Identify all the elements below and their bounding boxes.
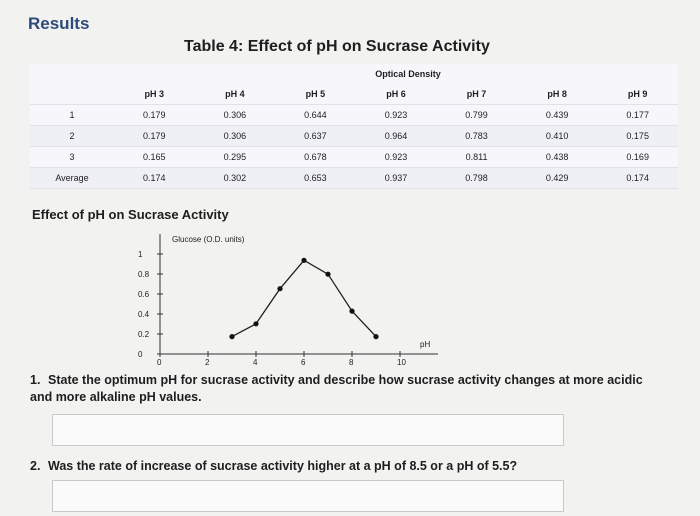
x-tick-label: 8 xyxy=(349,358,354,367)
table-cell: 0.306 xyxy=(194,125,276,147)
table-cell: 0.429 xyxy=(516,167,598,189)
answer-field-1[interactable] xyxy=(52,414,564,446)
table-cell: 0.798 xyxy=(436,167,517,189)
table-cell: 0.175 xyxy=(597,125,678,147)
table-cell: 0.923 xyxy=(355,146,437,168)
x-tick-label: 10 xyxy=(397,358,406,367)
y-tick-label: 0 xyxy=(138,350,143,359)
table-cell: 0.306 xyxy=(194,104,276,126)
table-row-average: Average 0.174 0.302 0.653 0.937 0.798 0.… xyxy=(30,167,678,189)
table-cell: 0.799 xyxy=(436,104,517,126)
table-cell: 0.678 xyxy=(275,146,356,168)
question-number: 1. xyxy=(30,373,41,387)
data-table: pH 3 pH 4 pH 5 pH 6 pH 7 pH 8 pH 9 1 0.1… xyxy=(30,84,678,189)
x-tick-label: 0 xyxy=(157,358,162,367)
data-point xyxy=(325,271,331,277)
table-cell: 0.811 xyxy=(436,146,517,168)
table-cell: 0.438 xyxy=(516,146,598,168)
table-cell: 0.179 xyxy=(114,104,195,126)
chart-ticks: 00.20.40.60.810 2 4 6 8 10 xyxy=(138,250,406,367)
column-header: pH 8 xyxy=(516,84,598,105)
y-tick-label: 0.2 xyxy=(138,330,150,339)
column-header: pH 6 xyxy=(355,84,437,105)
table-cell: 0.783 xyxy=(436,125,517,147)
data-points xyxy=(229,257,379,340)
data-point xyxy=(277,286,283,292)
optical-density-header-row: Optical Density xyxy=(30,64,678,84)
data-point xyxy=(253,321,259,327)
column-header-row: pH 3 pH 4 pH 5 pH 6 pH 7 pH 8 pH 9 xyxy=(30,84,678,105)
table-cell: 0.964 xyxy=(355,125,437,147)
series-line xyxy=(231,259,377,338)
data-point xyxy=(229,334,235,340)
table-cell: 0.174 xyxy=(597,167,678,189)
x-tick-label: 6 xyxy=(301,358,306,367)
column-header: pH 4 xyxy=(194,84,276,105)
table-cell: 0.165 xyxy=(114,146,195,168)
table-cell: 0.177 xyxy=(597,104,678,126)
table-cell: 0.637 xyxy=(275,125,356,147)
question-text: State the optimum pH for sucrase activit… xyxy=(30,373,643,404)
table-row: 2 0.179 0.306 0.637 0.964 0.783 0.410 0.… xyxy=(30,125,678,147)
row-label: 1 xyxy=(30,104,114,126)
table-cell: 0.937 xyxy=(355,167,437,189)
chart-axes xyxy=(159,234,438,355)
column-header: pH 9 xyxy=(597,84,678,105)
section-heading: Results xyxy=(28,14,90,33)
table-cell: 0.179 xyxy=(114,125,195,147)
y-axis-label: Glucose (O.D. units) xyxy=(172,235,245,244)
data-point xyxy=(301,257,307,263)
table-row: 3 0.165 0.295 0.678 0.923 0.811 0.438 0.… xyxy=(30,146,678,168)
table-cell: 0.439 xyxy=(516,104,598,126)
table-cell: 0.653 xyxy=(275,167,356,189)
question-text: Was the rate of increase of sucrase acti… xyxy=(48,459,518,473)
results-table: Optical Density pH 3 pH 4 pH 5 pH 6 pH 7… xyxy=(30,64,678,189)
y-tick-label: 0.6 xyxy=(138,290,150,299)
column-header: pH 5 xyxy=(275,84,356,105)
row-label: Average xyxy=(30,167,114,189)
row-label-header xyxy=(30,84,114,105)
row-label: 3 xyxy=(30,146,114,168)
question-1: 1. State the optimum pH for sucrase activ… xyxy=(30,372,660,406)
answer-field-2[interactable] xyxy=(52,480,564,512)
table-cell: 0.295 xyxy=(194,146,276,168)
x-tick-label: 4 xyxy=(253,358,258,367)
question-number: 2. xyxy=(30,459,41,473)
y-tick-label: 0.4 xyxy=(138,310,150,319)
y-tick-label: 0.8 xyxy=(138,270,150,279)
data-point xyxy=(349,308,355,314)
column-header: pH 3 xyxy=(114,84,195,105)
x-tick-label: 2 xyxy=(205,358,210,367)
row-label: 2 xyxy=(30,125,114,147)
ph-activity-chart: 00.20.40.60.810 2 4 6 8 10 Glucose (O.D. unit… xyxy=(138,234,438,367)
optical-density-header: Optical Density xyxy=(375,69,441,79)
table-cell: 0.644 xyxy=(275,104,356,126)
table-cell: 0.302 xyxy=(194,167,276,189)
table-cell: 0.923 xyxy=(355,104,437,126)
x-axis-label: pH xyxy=(420,340,430,349)
table-title: Table 4: Effect of pH on Sucrase Activit… xyxy=(184,38,490,55)
data-point xyxy=(373,334,379,340)
table-cell: 0.174 xyxy=(114,167,195,189)
question-2: 2. Was the rate of increase of sucrase ac… xyxy=(30,458,660,475)
y-tick-label: 1 xyxy=(138,250,143,259)
table-cell: 0.169 xyxy=(597,146,678,168)
chart-title: Effect of pH on Sucrase Activity xyxy=(32,207,229,222)
column-header: pH 7 xyxy=(436,84,517,105)
table-row: 1 0.179 0.306 0.644 0.923 0.799 0.439 0.… xyxy=(30,104,678,126)
table-cell: 0.410 xyxy=(516,125,598,147)
